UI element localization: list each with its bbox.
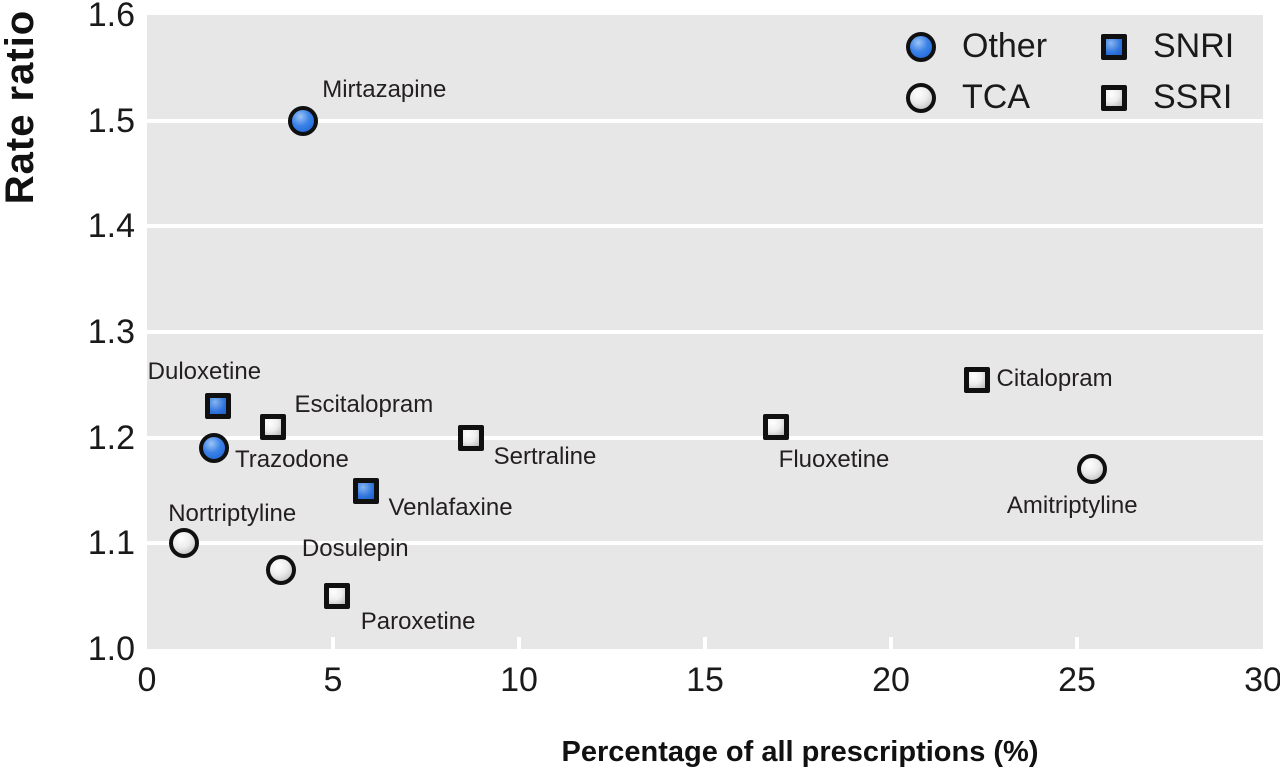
x-tick-label-0: 0 <box>137 661 157 699</box>
gridline-y-1.4 <box>147 224 1263 229</box>
point-label-nortriptyline: Nortriptyline <box>168 500 297 528</box>
legend-item-snri: SNRI <box>1101 27 1234 66</box>
point-label-paroxetine: Paroxetine <box>360 608 476 636</box>
point-label-venlafaxine: Venlafaxine <box>388 493 513 521</box>
x-tick-label-25: 25 <box>1058 661 1096 699</box>
data-point-paroxetine <box>323 583 350 610</box>
point-label-dosulepin: Dosulepin <box>301 534 409 562</box>
data-point-venlafaxine <box>353 477 380 504</box>
legend-label-snri: SNRI <box>1153 27 1235 65</box>
y-tick-label-1.1: 1.1 <box>87 524 135 563</box>
x-tick-label-5: 5 <box>323 661 343 699</box>
point-label-sertraline: Sertraline <box>493 442 597 470</box>
data-point-fluoxetine <box>762 414 789 441</box>
gridline-y-1.1 <box>147 541 1263 546</box>
legend-label-tca: TCA <box>962 78 1030 116</box>
legend-marker-tca <box>906 82 936 113</box>
data-point-trazodone <box>198 433 229 464</box>
x-tick-mark-20 <box>889 637 893 649</box>
legend-label-ssri: SSRI <box>1153 78 1233 116</box>
legend-item-ssri: SSRI <box>1101 78 1232 117</box>
data-point-nortriptyline <box>169 528 200 559</box>
x-tick-mark-15 <box>703 637 707 649</box>
x-tick-label-10: 10 <box>500 661 538 699</box>
data-point-mirtazapine <box>288 105 319 136</box>
point-label-duloxetine: Duloxetine <box>147 357 262 385</box>
x-tick-mark-5 <box>331 637 335 649</box>
point-label-mirtazapine: Mirtazapine <box>322 75 447 103</box>
x-tick-label-30: 30 <box>1244 661 1280 699</box>
plot-area <box>147 15 1263 649</box>
data-point-citalopram <box>963 366 990 393</box>
data-point-dosulepin <box>265 554 296 585</box>
legend-marker-ssri <box>1101 84 1127 111</box>
data-point-sertraline <box>457 424 484 451</box>
legend-item-tca: TCA <box>906 78 1030 117</box>
point-label-escitalopram: Escitalopram <box>294 391 434 419</box>
legend-marker-snri <box>1101 33 1127 60</box>
y-tick-label-1.2: 1.2 <box>87 418 135 457</box>
legend-label-other: Other <box>962 27 1048 65</box>
y-tick-label-1.0: 1.0 <box>87 630 135 668</box>
x-tick-mark-25 <box>1075 637 1079 649</box>
x-tick-mark-10 <box>517 637 521 649</box>
point-label-amitriptyline: Amitriptyline <box>1006 492 1138 520</box>
legend-item-other: Other <box>906 27 1047 66</box>
point-label-fluoxetine: Fluoxetine <box>778 446 890 474</box>
gridline-y-1.3 <box>147 330 1263 334</box>
legend-marker-other <box>906 31 936 62</box>
gridline-y-1.2 <box>147 435 1263 440</box>
y-tick-label-1.5: 1.5 <box>87 101 135 140</box>
data-point-duloxetine <box>204 392 231 419</box>
y-tick-label-1.6: 1.6 <box>87 0 135 34</box>
data-point-escitalopram <box>260 414 287 441</box>
x-tick-label-15: 15 <box>686 661 724 699</box>
y-tick-label-1.3: 1.3 <box>87 313 135 351</box>
y-tick-label-1.4: 1.4 <box>87 207 135 246</box>
gridline-y-1.5 <box>147 118 1263 123</box>
point-label-citalopram: Citalopram <box>996 364 1113 392</box>
point-label-trazodone: Trazodone <box>234 446 349 474</box>
data-point-amitriptyline <box>1076 454 1107 485</box>
x-tick-label-20: 20 <box>872 661 910 699</box>
x-axis-title: Percentage of all prescriptions (%) <box>561 736 1039 768</box>
